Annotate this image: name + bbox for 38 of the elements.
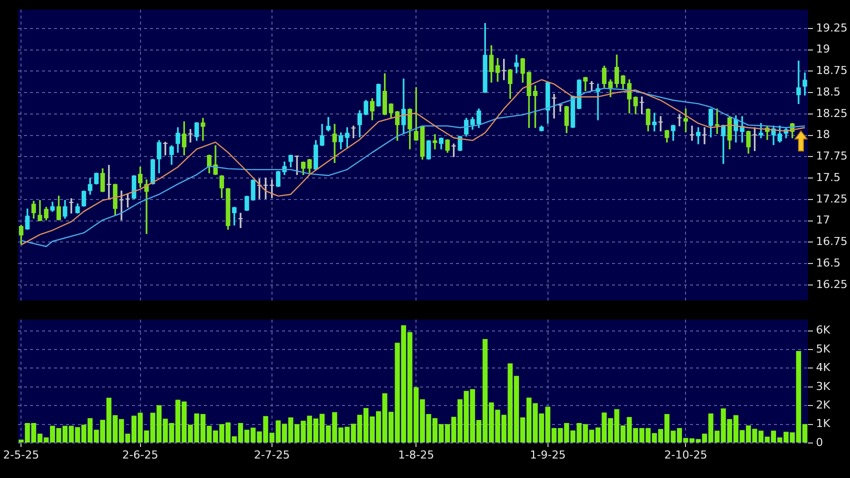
- x-tick-label: 2-7-25: [254, 448, 290, 462]
- candlestick: [188, 129, 193, 142]
- y-tick-label: 1K: [816, 417, 831, 430]
- y-tick-label: 16.75: [816, 235, 848, 248]
- x-tick-label: 2-10-25: [664, 448, 708, 462]
- candlestick: [432, 134, 438, 150]
- y-tick-label: 17: [816, 214, 830, 227]
- y-tick-label: 5K: [816, 342, 831, 356]
- y-tick-label: 19.25: [816, 21, 848, 34]
- y-tick-label: 16.5: [816, 256, 840, 270]
- candlestick: [119, 190, 124, 220]
- x-tick-label: 1-8-25: [398, 448, 434, 462]
- y-tick-label: 6K: [816, 324, 831, 337]
- y-tick-label: 18.75: [816, 64, 848, 78]
- y-tick-label: 3K: [816, 380, 831, 393]
- candlestick: [690, 126, 694, 141]
- x-tick-label: 2-6-25: [122, 448, 158, 462]
- candlestick: [351, 126, 356, 138]
- y-tick-label: 19: [816, 42, 830, 56]
- candlestick: [702, 127, 707, 144]
- candlestick: [238, 212, 243, 228]
- y-tick-label: 0: [816, 436, 823, 449]
- x-tick-label: 1-9-25: [530, 448, 566, 462]
- y-tick-label: 18.5: [816, 85, 840, 98]
- y-tick-label: 4K: [816, 361, 831, 374]
- y-tick-label: 18.25: [816, 106, 848, 120]
- y-tick-label: 18: [816, 128, 830, 142]
- x-tick-label: 2-5-25: [3, 448, 40, 462]
- y-tick-label: 16.25: [816, 278, 848, 291]
- candlestick: [514, 54, 519, 74]
- candlestick: [677, 114, 682, 126]
- y-tick-label: 17.75: [816, 150, 848, 163]
- y-tick-label: 17.5: [816, 170, 840, 184]
- candlestick: [552, 94, 556, 119]
- candlestick: [294, 156, 300, 175]
- y-tick-label: 2K: [816, 398, 831, 412]
- candlestick: [200, 118, 206, 141]
- y-tick-label: 17.25: [816, 192, 848, 206]
